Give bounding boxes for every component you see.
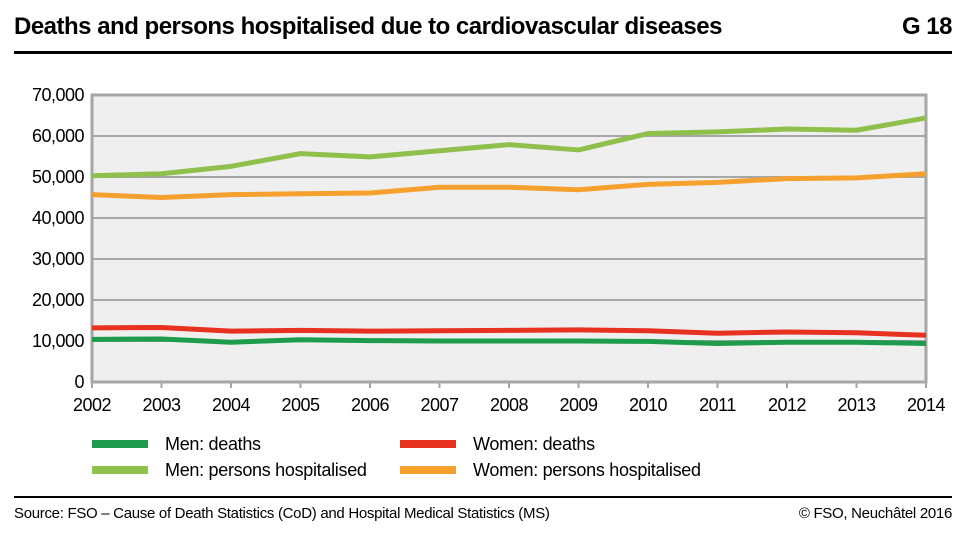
y-tick-label: 70,000: [32, 85, 85, 105]
series-line-men_hosp: [91, 115, 927, 179]
copyright-note: © FSO, Neuchâtel 2016: [798, 505, 952, 522]
legend-label: Women: persons hospitalised: [473, 459, 701, 480]
x-tick-label: 2002: [73, 395, 112, 415]
legend-label: Men: persons hospitalised: [165, 459, 367, 480]
x-tick-label: 2011: [699, 395, 736, 415]
x-tick-label: 2007: [420, 395, 459, 415]
x-tick-label: 2012: [768, 395, 807, 415]
x-tick-label: 2010: [629, 395, 668, 415]
x-tick-label: 2013: [837, 395, 876, 415]
legend-item-men-hospitalised: Men: persons hospitalised: [92, 457, 400, 483]
series-line-women_hosp: [91, 171, 927, 200]
x-tick-label: 2008: [490, 395, 529, 415]
legend-item-women-deaths: Women: deaths: [400, 431, 701, 457]
y-tick-label: 10,000: [32, 331, 85, 351]
x-tick-label: 2009: [559, 395, 598, 415]
y-tick-label: 60,000: [32, 126, 85, 146]
x-tick-label: 2006: [351, 395, 390, 415]
y-tick-label: 20,000: [32, 290, 85, 310]
series-line-men_deaths: [91, 336, 927, 346]
chart-legend: Men: deaths Men: persons hospitalised Wo…: [92, 431, 701, 483]
legend-label: Men: deaths: [165, 433, 261, 454]
y-tick-label: 30,000: [32, 249, 85, 269]
legend-item-women-hospitalised: Women: persons hospitalised: [400, 457, 701, 483]
footer-divider: [14, 496, 952, 498]
men-deaths-swatch-icon: [92, 440, 148, 448]
women-deaths-swatch-icon: [400, 440, 456, 448]
legend-item-men-deaths: Men: deaths: [92, 431, 400, 457]
x-tick-label: 2003: [142, 395, 181, 415]
series-line-women_deaths: [91, 324, 927, 338]
legend-label: Women: deaths: [473, 433, 595, 454]
source-note: Source: FSO – Cause of Death Statistics …: [14, 505, 550, 522]
men-hospitalised-swatch-icon: [92, 466, 148, 474]
y-tick-label: 50,000: [32, 167, 85, 187]
page-title: Deaths and persons hospitalised due to c…: [14, 13, 722, 40]
y-tick-label: 40,000: [32, 208, 85, 228]
chart-svg: 0 10,000 20,000 30,000 40,000 50,000 60,000 70,…: [32, 85, 946, 415]
y-tick-label: 0: [74, 372, 84, 392]
figure-code: G 18: [901, 13, 953, 40]
x-tick-label: 2014: [907, 395, 946, 415]
plot-border: [90, 93, 928, 384]
women-hospitalised-swatch-icon: [400, 466, 456, 474]
header-divider: [14, 51, 952, 54]
x-tick-label: 2004: [212, 395, 251, 415]
x-tick-label: 2005: [281, 395, 320, 415]
